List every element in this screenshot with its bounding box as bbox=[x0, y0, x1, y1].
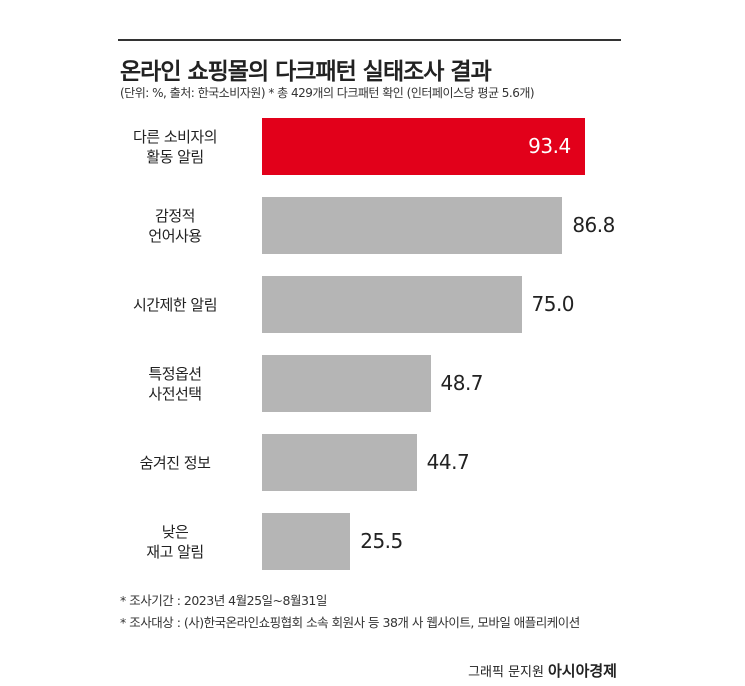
category-label: 숨겨진 정보 bbox=[139, 453, 211, 472]
credit: 그래픽 문지원 아시아경제 bbox=[468, 660, 617, 681]
footnote: * 조사기간 : 2023년 4월25일~8월31일 bbox=[120, 593, 327, 608]
value-label: 48.7 bbox=[440, 371, 484, 395]
brand: 아시아경제 bbox=[547, 662, 617, 680]
category-label: 감정적 언어사용 bbox=[148, 206, 202, 245]
category-label: 특정옵션 사전선택 bbox=[148, 364, 202, 403]
value-label: 75.0 bbox=[531, 292, 575, 316]
value-label: 44.7 bbox=[426, 450, 470, 474]
category-label: 다른 소비자의 활동 알림 bbox=[132, 127, 218, 166]
bar bbox=[262, 355, 431, 412]
bar bbox=[262, 197, 563, 254]
bar bbox=[262, 513, 351, 570]
chart-title: 온라인 쇼핑몰의 다크패턴 실태조사 결과 bbox=[120, 59, 492, 85]
footnote: * 조사대상 : (사)한국온라인쇼핑협회 소속 회원사 등 38개 사 웹사이… bbox=[120, 615, 580, 630]
credit-text: 그래픽 문지원 bbox=[468, 665, 544, 680]
chart-subtitle: (단위: %, 출처: 한국소비자원) * 총 429개의 다크패턴 확인 (인… bbox=[120, 86, 535, 100]
value-label: 93.4 bbox=[528, 134, 571, 158]
bar bbox=[262, 276, 522, 333]
category-label: 시간제한 알림 bbox=[132, 295, 218, 314]
bar bbox=[262, 434, 417, 491]
top-rule bbox=[118, 39, 621, 41]
category-label: 낮은 재고 알림 bbox=[146, 522, 204, 561]
value-label: 25.5 bbox=[360, 529, 403, 553]
value-label: 86.8 bbox=[572, 213, 615, 237]
bar bbox=[262, 118, 586, 175]
